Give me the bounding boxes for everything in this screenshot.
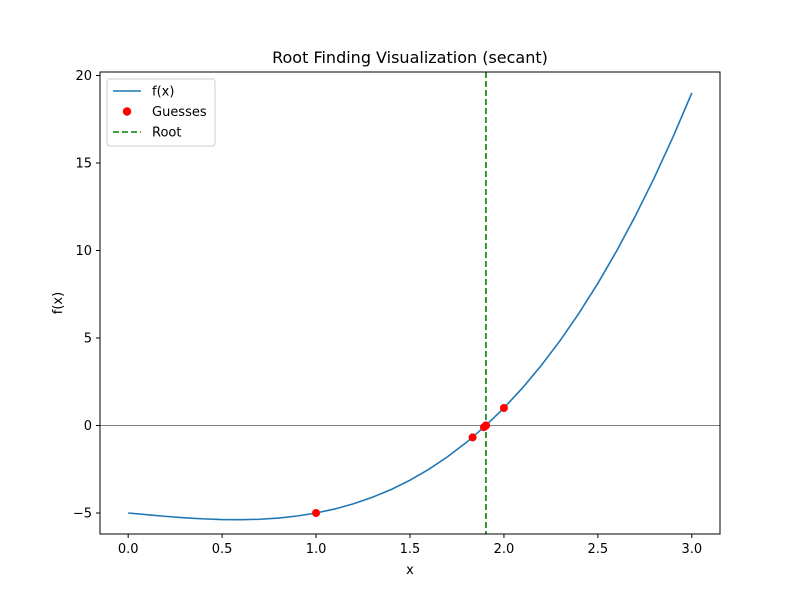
plot-clip-group (100, 72, 720, 534)
legend-box (106, 78, 216, 147)
y-tick-label: 15 (75, 157, 92, 172)
y-axis-label: f(x) (51, 292, 66, 314)
guess-point (481, 421, 490, 430)
series-line-fx (128, 92, 693, 521)
guess-point (312, 509, 321, 517)
legend-label: Root (152, 126, 181, 141)
x-tick-label: 2.5 (588, 542, 609, 557)
legend-label: Guesses (152, 105, 207, 120)
chart-title: Root Finding Visualization (secant) (272, 48, 548, 67)
plot-area: 0.0 0.5 1.0 1.5 2.0 2.5 3.0 −5 0 5 10 15 20 (73, 69, 721, 557)
guess-point (499, 404, 508, 412)
x-tick-label: 1.5 (400, 542, 421, 557)
y-tick-label: 0 (84, 419, 92, 434)
y-tick-label: 20 (75, 69, 92, 84)
legend-swatch-marker (122, 107, 132, 116)
y-tick-label: 5 (84, 332, 92, 347)
legend: f(x) Guesses Root (106, 78, 216, 147)
guess-point (468, 433, 477, 442)
x-tick-label: 0.5 (212, 542, 233, 557)
x-tick-label: 0.0 (118, 542, 139, 557)
x-tick-label: 1.0 (306, 542, 327, 557)
y-tick-label: 10 (75, 244, 92, 259)
x-tick-label: 2.0 (494, 542, 515, 557)
legend-label: f(x) (152, 85, 174, 100)
y-tick-label: −5 (73, 507, 92, 522)
x-tick-label: 3.0 (681, 542, 702, 557)
x-axis-label: x (406, 563, 414, 578)
